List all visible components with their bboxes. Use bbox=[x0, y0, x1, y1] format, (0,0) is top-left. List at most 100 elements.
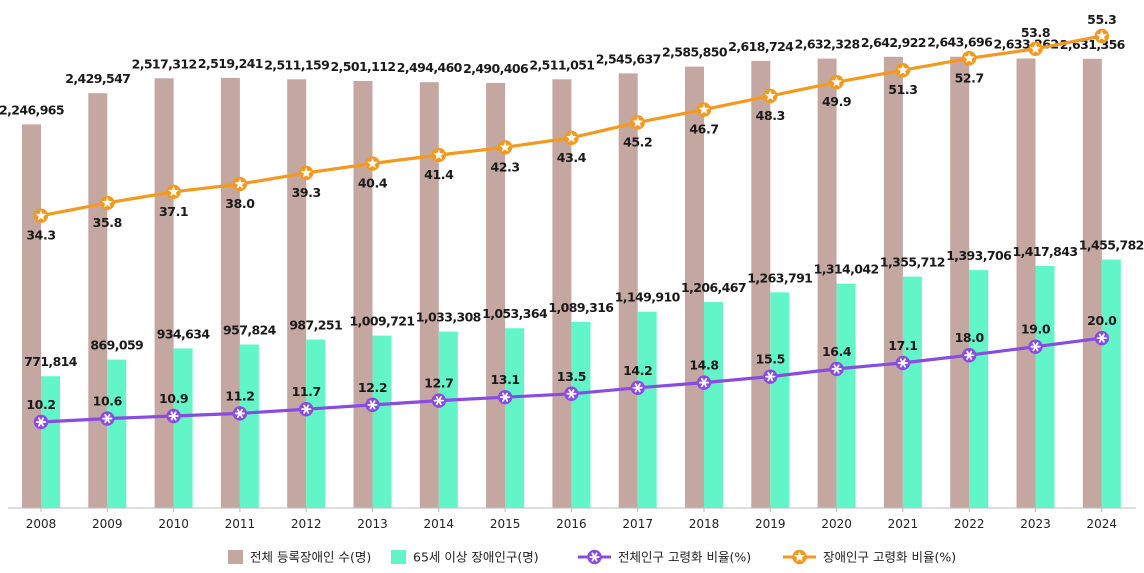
bar-senior-2020 bbox=[836, 283, 856, 508]
x-tick-label: 2022 bbox=[954, 517, 985, 531]
line-total-aging-label: 10.2 bbox=[26, 397, 55, 412]
marker-asterisk bbox=[232, 406, 248, 421]
legend-swatch bbox=[391, 550, 406, 564]
marker-star bbox=[166, 184, 181, 199]
line-disabled-aging-label: 46.7 bbox=[689, 122, 718, 137]
bar-senior-2010 bbox=[173, 348, 193, 508]
line-disabled-aging-label: 40.4 bbox=[358, 176, 388, 191]
x-tick-label: 2017 bbox=[622, 517, 653, 531]
line-disabled-aging-label: 39.3 bbox=[292, 185, 321, 200]
bar-total-2023 bbox=[1016, 58, 1036, 508]
marker-star bbox=[696, 102, 712, 117]
marker-asterisk bbox=[696, 375, 712, 390]
bar-total-2016 bbox=[552, 79, 572, 509]
legend-label: 전체 등록장애인 수(명) bbox=[250, 550, 371, 565]
bar-total-2024 bbox=[1082, 58, 1102, 509]
x-tick-label: 2021 bbox=[888, 517, 919, 531]
bar-total-label: 2,494,460 bbox=[397, 60, 463, 75]
line-total-aging-label: 17.1 bbox=[888, 338, 917, 353]
bar-total-label: 2,246,965 bbox=[0, 102, 64, 117]
marker-asterisk bbox=[299, 401, 314, 417]
line-disabled-aging-label: 41.4 bbox=[424, 167, 454, 182]
marker-asterisk bbox=[962, 348, 977, 363]
x-tick-label: 2023 bbox=[1020, 517, 1051, 531]
line-labels-layer: 10.2 10.6 10.9 11.2 11.7 12.2 12.7 13.1 13.5 14.2… bbox=[26, 12, 1117, 412]
line-disabled-aging-label: 55.3 bbox=[1087, 12, 1116, 27]
line-disabled-aging-label: 53.8 bbox=[1021, 25, 1050, 40]
bar-senior-2008 bbox=[41, 376, 60, 508]
x-tick-label: 2010 bbox=[158, 517, 189, 531]
legend-label: 65세 이상 장애인구(명) bbox=[413, 550, 539, 565]
lines-layer bbox=[33, 28, 1110, 430]
x-tick-label: 2009 bbox=[92, 517, 123, 531]
x-tick-label: 2014 bbox=[424, 517, 455, 531]
bar-total-2009 bbox=[88, 93, 108, 508]
x-tick-label: 2015 bbox=[490, 517, 521, 531]
marker-asterisk bbox=[497, 389, 513, 405]
x-axis-ticks: 2008 2009 2010 2011 2012 2013 2014 2015 2016 2017… bbox=[26, 508, 1117, 531]
marker-asterisk bbox=[1094, 330, 1110, 346]
x-tick-label: 2013 bbox=[357, 517, 388, 531]
bar-total-label: 2,490,406 bbox=[463, 61, 529, 76]
legend-total-registered: 전체 등록장애인 수(명) bbox=[228, 550, 371, 565]
bar-senior-2018 bbox=[704, 302, 723, 508]
bar-total-label: 2,618,724 bbox=[728, 39, 794, 54]
marker-asterisk bbox=[1028, 339, 1043, 354]
marker-star bbox=[829, 75, 844, 90]
x-tick-label: 2024 bbox=[1087, 517, 1118, 531]
legend-asterisk-icon bbox=[587, 549, 602, 565]
bar-senior-label: 1,393,706 bbox=[946, 248, 1012, 263]
marker-star bbox=[763, 88, 778, 104]
marker-star bbox=[33, 208, 49, 223]
marker-asterisk bbox=[431, 393, 446, 408]
bar-total-2017 bbox=[618, 73, 638, 509]
bar-senior-label: 1,455,782 bbox=[1079, 238, 1144, 253]
marker-star bbox=[299, 165, 314, 181]
line-disabled-aging-label: 35.8 bbox=[93, 215, 122, 230]
bar-total-label: 2,429,547 bbox=[65, 71, 130, 86]
x-tick-label: 2012 bbox=[291, 517, 322, 531]
bar-total-label: 2,642,922 bbox=[861, 35, 926, 50]
bar-senior-label: 987,251 bbox=[289, 318, 342, 333]
line-total-aging-label: 13.1 bbox=[490, 372, 519, 387]
bar-senior-label: 1,053,364 bbox=[482, 306, 548, 321]
bar-senior-2024 bbox=[1101, 259, 1121, 508]
bar-senior-2019 bbox=[770, 292, 790, 508]
bar-total-2021 bbox=[883, 56, 903, 509]
line-total-aging-label: 16.4 bbox=[822, 344, 852, 359]
legend-disabled-aging-rate: 장애인구 고령화 비율(%) bbox=[783, 550, 956, 565]
bar-senior-label: 957,824 bbox=[223, 323, 277, 338]
line-total-aging-label: 12.7 bbox=[424, 376, 453, 391]
line-total-aging-label: 11.2 bbox=[225, 388, 254, 403]
line-disabled-aging-label: 37.1 bbox=[159, 204, 188, 219]
line-disabled-aging-label: 42.3 bbox=[490, 159, 519, 174]
marker-star bbox=[564, 130, 579, 146]
bar-senior-label: 1,417,843 bbox=[1013, 244, 1078, 259]
line-disabled-aging-label: 34.3 bbox=[26, 228, 55, 243]
marker-asterisk bbox=[166, 408, 181, 424]
bar-total-2011 bbox=[220, 77, 240, 509]
bar-total-2019 bbox=[751, 60, 771, 509]
bar-total-2012 bbox=[287, 79, 307, 509]
legend: 전체 등록장애인 수(명) 65세 이상 장애인구(명) 전체인구 고령화 비율(%… bbox=[228, 550, 956, 565]
line-disabled-aging-label: 43.4 bbox=[557, 150, 587, 165]
marker-star bbox=[365, 156, 380, 171]
legend-total-aging-rate: 전체인구 고령화 비율(%) bbox=[578, 550, 751, 565]
marker-star bbox=[100, 195, 115, 211]
bar-senior-2014 bbox=[438, 331, 458, 508]
marker-asterisk bbox=[763, 369, 778, 384]
marker-asterisk bbox=[564, 386, 579, 401]
legend-swatch bbox=[228, 550, 243, 564]
bar-senior-label: 1,009,721 bbox=[350, 314, 415, 329]
line-disabled-aging-label: 49.9 bbox=[822, 94, 851, 109]
marker-star bbox=[630, 115, 645, 130]
legend-label: 전체인구 고령화 비율(%) bbox=[618, 550, 751, 565]
x-tick-label: 2011 bbox=[225, 517, 256, 531]
line-total-aging-label: 14.2 bbox=[623, 363, 652, 378]
bar-total-label: 2,519,241 bbox=[198, 56, 263, 71]
line-total-aging-label: 15.5 bbox=[756, 352, 785, 367]
bar-total-2014 bbox=[419, 82, 439, 508]
bar-senior-label: 771,814 bbox=[24, 354, 78, 369]
bar-total-label: 2,585,850 bbox=[662, 45, 728, 60]
